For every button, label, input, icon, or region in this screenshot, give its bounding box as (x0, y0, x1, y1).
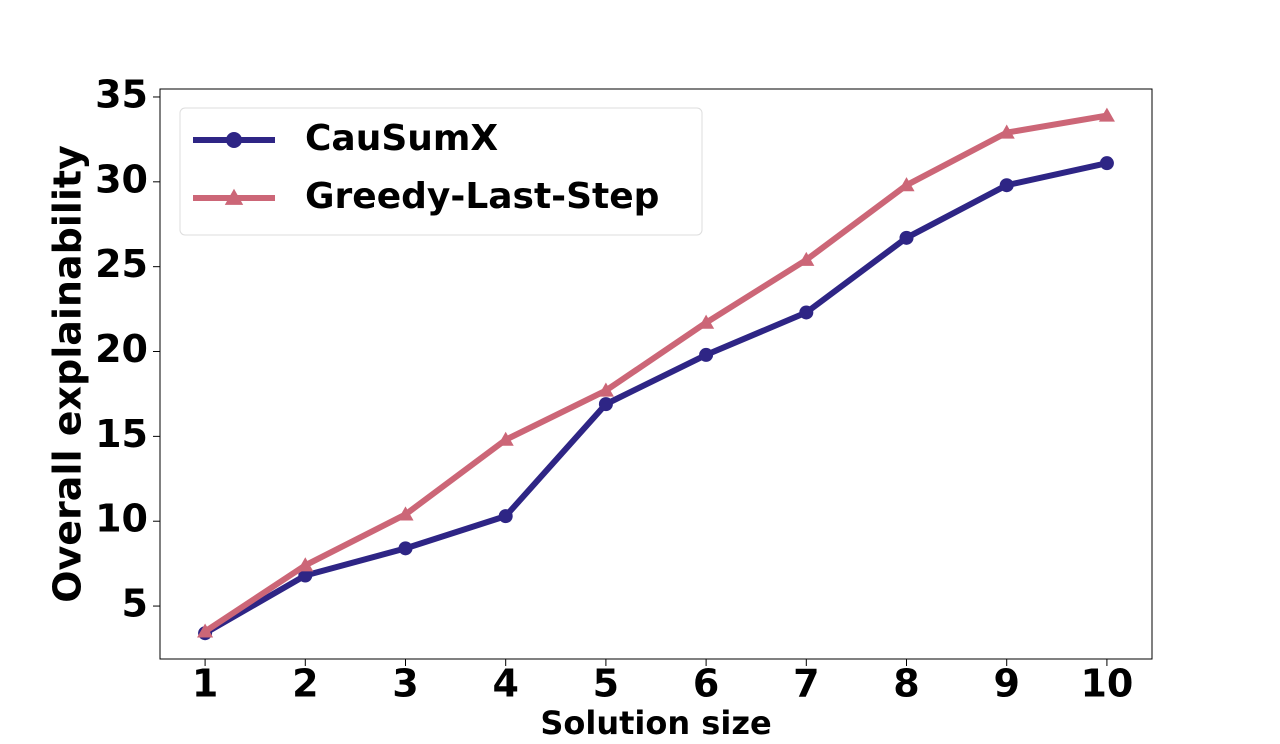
x-tick-label: 1 (192, 662, 218, 706)
marker (698, 314, 715, 329)
x-axis-label: Solution size (540, 704, 771, 740)
x-tick-label: 8 (893, 662, 919, 706)
x-tick-label: 4 (492, 662, 518, 706)
legend-marker (224, 188, 244, 205)
marker (598, 397, 613, 412)
marker (497, 431, 514, 446)
marker (898, 177, 915, 192)
marker (998, 124, 1015, 139)
y-tick-label: 10 (95, 497, 148, 541)
marker (298, 568, 313, 583)
line (203, 112, 1108, 635)
marker (597, 382, 614, 397)
x-tick-label: 6 (693, 662, 719, 706)
marker (699, 347, 714, 362)
x-tick-label: 9 (993, 662, 1019, 706)
marker (297, 557, 314, 572)
y-axis-label: Overall explainability (46, 145, 90, 603)
y-tick-label: 15 (95, 412, 148, 456)
line (203, 160, 1108, 636)
y-tick-label: 25 (95, 242, 148, 286)
x-tick-label: 7 (793, 662, 819, 706)
legend: CauSumX Greedy-Last-Step (179, 107, 703, 236)
marker (1098, 107, 1115, 122)
y-tick-label: 30 (95, 157, 148, 201)
marker (397, 506, 414, 521)
marker (1099, 156, 1114, 171)
legend-marker (226, 132, 242, 148)
marker (799, 305, 814, 320)
plot-frame (159, 88, 1153, 660)
y-tick-label: 35 (95, 72, 148, 116)
marker (197, 623, 214, 638)
marker (899, 230, 914, 245)
marker (498, 509, 513, 524)
x-tick-label: 3 (392, 662, 418, 706)
legend-label: Greedy-Last-Step (305, 176, 659, 217)
legend-box (179, 107, 703, 236)
legend-label: CauSumX (305, 118, 498, 159)
x-tick-label: 10 (1080, 662, 1133, 706)
marker (798, 251, 815, 266)
x-tick-label: 5 (593, 662, 619, 706)
y-tick-label: 20 (95, 327, 148, 371)
y-tick-label: 5 (122, 582, 148, 626)
marker (999, 178, 1014, 193)
x-tick-label: 2 (292, 662, 318, 706)
marker (398, 541, 413, 556)
